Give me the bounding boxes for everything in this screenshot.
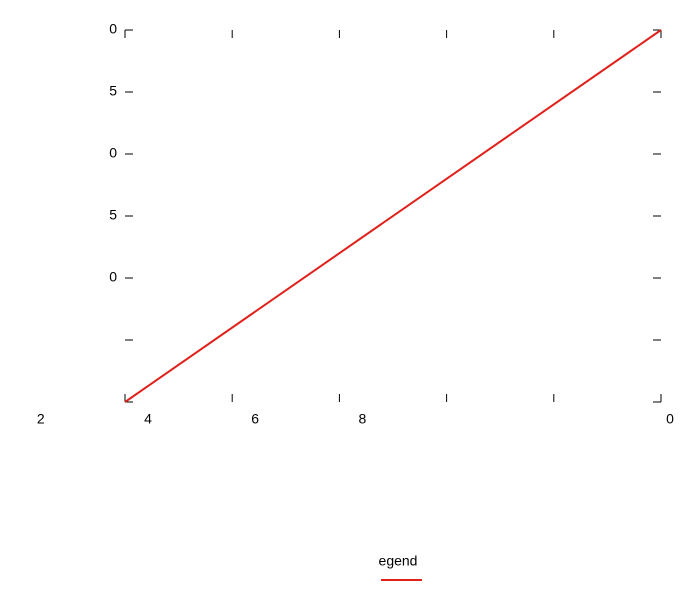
y-tick-label: 5 xyxy=(109,207,117,223)
x-tick-label: 8 xyxy=(359,411,367,427)
y-tick-label: 0 xyxy=(109,145,117,161)
y-tick-label: 0 xyxy=(109,269,117,285)
series-line xyxy=(124,29,662,403)
y-tick-label: 0 xyxy=(109,21,117,37)
x-tick-label: 6 xyxy=(251,411,259,427)
x-tick-label: 0 xyxy=(666,411,674,427)
legend-title: egend xyxy=(379,553,418,569)
x-tick-label: 4 xyxy=(144,411,152,427)
x-tick-label: 2 xyxy=(37,411,45,427)
y-tick-label: 5 xyxy=(109,83,117,99)
